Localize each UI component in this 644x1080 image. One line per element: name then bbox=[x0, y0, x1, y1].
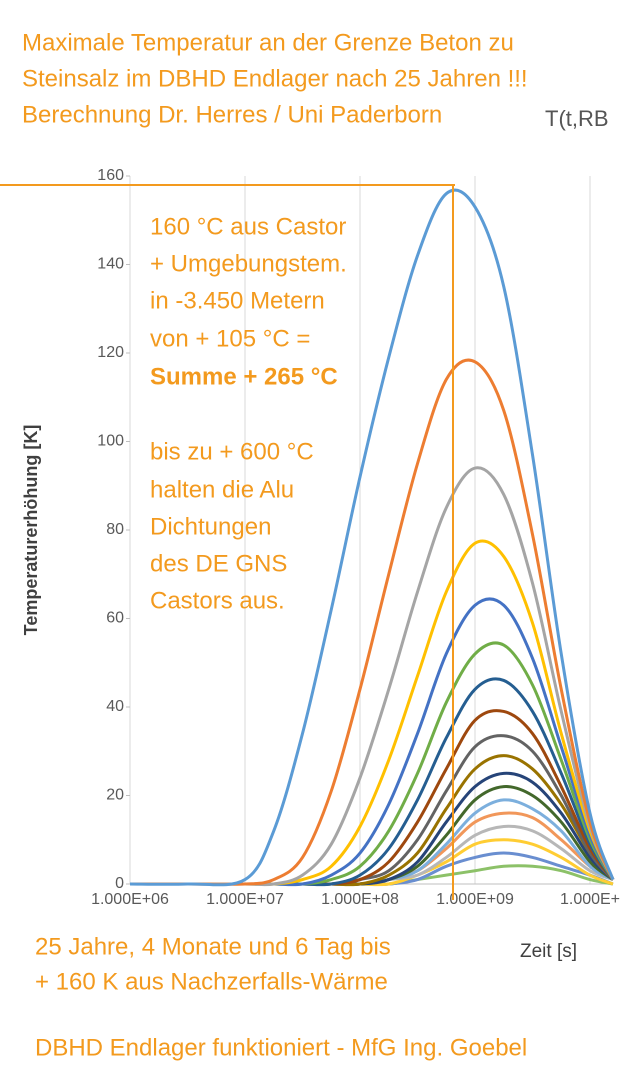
title-line: Steinsalz im DBHD Endlager nach 25 Jahre… bbox=[22, 65, 528, 92]
series-line bbox=[130, 734, 615, 886]
title-fragment: T(t,RB bbox=[545, 106, 609, 131]
x-tick-label: 1.000E+08 bbox=[321, 891, 399, 908]
y-tick-label: 60 bbox=[106, 610, 124, 627]
plot: 1.000E+06 1.000E+07 1.000E+08 1.000E+09 1.00… bbox=[91, 167, 620, 908]
annotation: halten die Alu bbox=[150, 476, 294, 503]
y-tick-label: 160 bbox=[97, 167, 124, 184]
y-tick-label: 120 bbox=[97, 344, 124, 361]
annotation: + Umgebungstem. bbox=[150, 250, 347, 277]
y-axis-label: Temperaturerhöhung [K] bbox=[21, 425, 41, 636]
y-tick-label: 40 bbox=[106, 698, 124, 715]
annotation: Dichtungen bbox=[150, 513, 271, 540]
y-tick-label: 100 bbox=[97, 433, 124, 450]
annotation: von + 105 °C = bbox=[150, 325, 310, 352]
title-line: Maximale Temperatur an der Grenze Beton … bbox=[22, 29, 514, 56]
y-tick-label: 140 bbox=[97, 256, 124, 273]
x-tick-label: 1.000E+ bbox=[560, 891, 620, 908]
title-line: Berechnung Dr. Herres / Uni Paderborn bbox=[22, 101, 442, 128]
annotation: 160 °C aus Castor bbox=[150, 213, 346, 240]
series-line bbox=[129, 188, 615, 887]
y-tick-label: 80 bbox=[106, 521, 124, 538]
x-tick-label: 1.000E+06 bbox=[91, 891, 169, 908]
x-tick-label: 1.000E+07 bbox=[206, 891, 284, 908]
footer-line: 25 Jahre, 4 Monate und 6 Tag bis bbox=[35, 933, 391, 960]
footer-signature: DBHD Endlager funktioniert - MfG Ing. Go… bbox=[35, 1034, 527, 1061]
annotation: des DE GNS bbox=[150, 550, 287, 577]
series-line bbox=[130, 358, 615, 886]
series-line bbox=[130, 466, 615, 887]
x-tick-label: 1.000E+09 bbox=[436, 891, 514, 908]
footer-line: + 160 K aus Nachzerfalls-Wärme bbox=[35, 968, 388, 995]
y-tick-label: 20 bbox=[106, 787, 124, 804]
annotation: Summe + 265 °C bbox=[150, 363, 338, 390]
annotation: Castors aus. bbox=[150, 587, 285, 614]
series-line bbox=[130, 798, 614, 886]
y-tick-label: 0 bbox=[115, 875, 124, 892]
x-axis-label: Zeit [s] bbox=[520, 941, 577, 962]
annotation: bis zu + 600 °C bbox=[150, 438, 314, 465]
annotation: in -3.450 Metern bbox=[150, 287, 325, 314]
